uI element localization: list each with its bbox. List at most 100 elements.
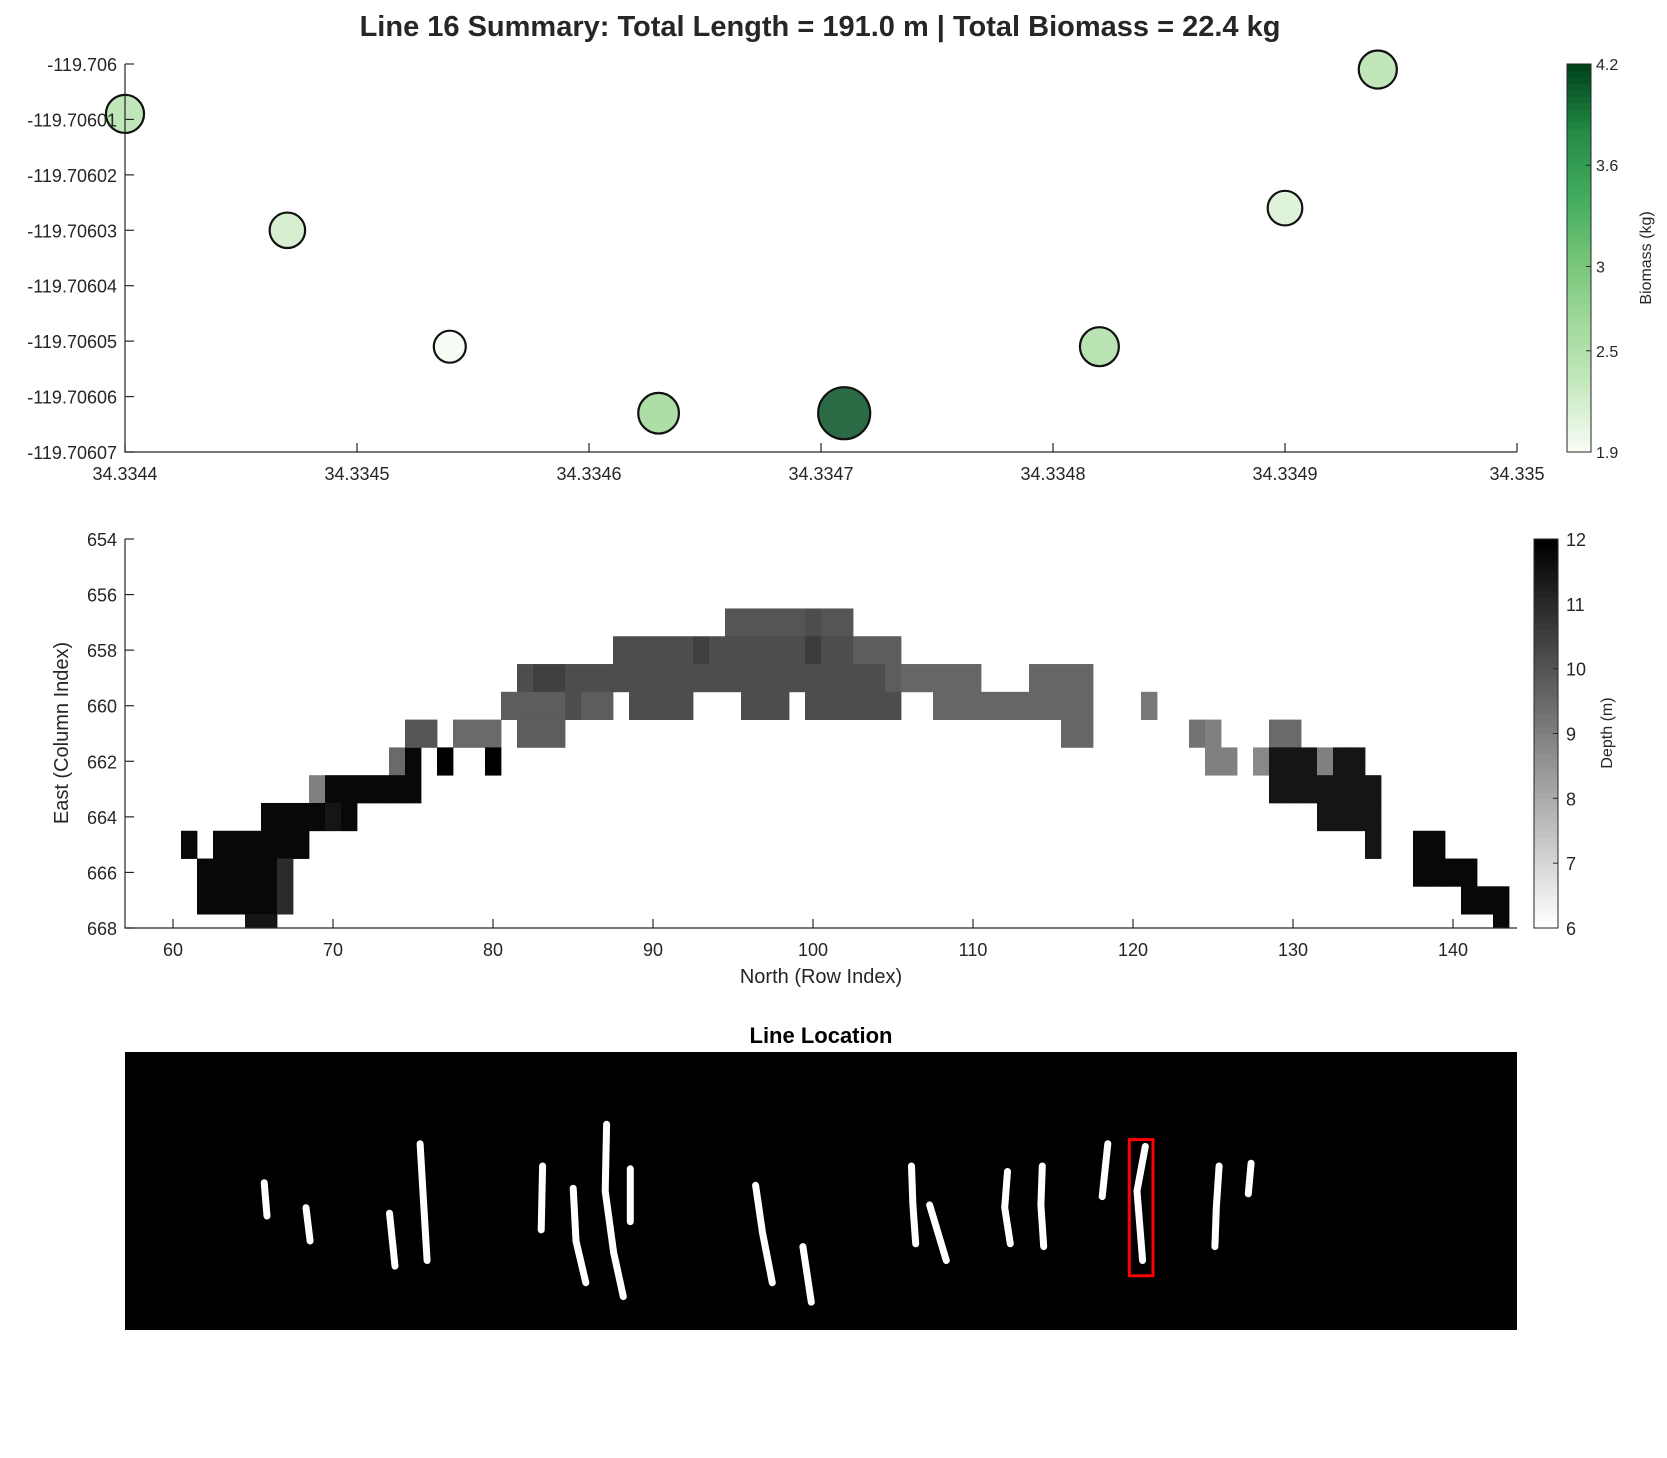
depth-cell bbox=[549, 719, 566, 748]
x-tick-label: 34.3349 bbox=[1252, 464, 1317, 484]
depth-cell bbox=[1029, 691, 1046, 721]
depth-cell bbox=[1493, 914, 1510, 929]
colorbar-segment bbox=[1567, 432, 1591, 440]
colorbar-segment bbox=[1534, 629, 1558, 637]
depth-cell bbox=[613, 664, 630, 693]
x-tick-label: 80 bbox=[483, 940, 503, 960]
depth-cell bbox=[789, 636, 806, 665]
colorbar-segment bbox=[1534, 817, 1558, 825]
depth-cell bbox=[581, 691, 598, 721]
transect-line bbox=[1098, 1140, 1112, 1201]
transect-line bbox=[1001, 1168, 1014, 1248]
depth-cell bbox=[341, 802, 358, 832]
y-tick-label: 658 bbox=[87, 641, 117, 661]
colorbar-segment bbox=[1534, 837, 1558, 845]
colorbar-label: Depth (m) bbox=[1599, 697, 1616, 768]
colorbar-segment bbox=[1534, 921, 1558, 929]
depth-cell bbox=[1061, 664, 1078, 693]
colorbar-segment bbox=[1534, 915, 1558, 923]
x-tick-label: 140 bbox=[1438, 940, 1468, 960]
transect-line bbox=[752, 1181, 776, 1287]
colorbar-segment bbox=[1534, 811, 1558, 819]
depth-cell bbox=[741, 636, 758, 665]
transect-line bbox=[569, 1184, 590, 1287]
colorbar-segment bbox=[1534, 577, 1558, 585]
colorbar-segment bbox=[1567, 445, 1591, 453]
depth-cell bbox=[1317, 775, 1334, 804]
colorbar-segment bbox=[1534, 856, 1558, 864]
depth-cell bbox=[1429, 858, 1446, 887]
x-tick-label: 90 bbox=[643, 940, 663, 960]
colorbar-segment bbox=[1567, 161, 1591, 169]
colorbar-segment bbox=[1567, 361, 1591, 369]
colorbar-segment bbox=[1567, 393, 1591, 401]
colorbar-segment bbox=[1567, 167, 1591, 175]
colorbar-segment bbox=[1567, 329, 1591, 337]
colorbar-segment bbox=[1534, 571, 1558, 579]
depth-cell bbox=[1285, 719, 1302, 748]
depth-cell bbox=[581, 664, 598, 693]
depth-cell bbox=[565, 691, 582, 721]
depth-cell bbox=[565, 664, 582, 693]
colorbar-segment bbox=[1534, 746, 1558, 754]
depth-cell bbox=[213, 830, 230, 859]
colorbar-segment bbox=[1567, 270, 1591, 278]
transect-line bbox=[386, 1209, 399, 1270]
transect-line bbox=[302, 1204, 314, 1245]
depth-cell bbox=[629, 691, 646, 721]
y-tick-label: 654 bbox=[87, 530, 117, 550]
colorbar-segment bbox=[1567, 102, 1591, 110]
selected-line-box bbox=[1127, 1138, 1155, 1278]
depth-cell bbox=[693, 664, 710, 693]
colorbar-segment bbox=[1534, 616, 1558, 624]
depth-cell bbox=[437, 747, 454, 776]
colorbar-segment bbox=[1534, 610, 1558, 618]
depth-cell bbox=[1365, 802, 1382, 832]
depth-cell bbox=[1269, 719, 1286, 748]
depth-cell bbox=[293, 802, 310, 832]
colorbar-segment bbox=[1567, 225, 1591, 233]
colorbar-segment bbox=[1534, 539, 1558, 547]
scatter-axes bbox=[124, 64, 1517, 453]
y-tick-label: 664 bbox=[87, 808, 117, 828]
colorbar-segment bbox=[1534, 688, 1558, 696]
colorbar-segment bbox=[1567, 387, 1591, 395]
colorbar-segment bbox=[1567, 406, 1591, 414]
depth-cell bbox=[261, 914, 278, 929]
transect-line bbox=[416, 1140, 431, 1264]
depth-cell bbox=[549, 691, 566, 721]
transect-line bbox=[1037, 1162, 1048, 1251]
depth-cell bbox=[1141, 691, 1158, 721]
colorbar-segment bbox=[1534, 778, 1558, 786]
colorbar-segment bbox=[1534, 584, 1558, 592]
x-tick-label: 34.3347 bbox=[788, 464, 853, 484]
y-tick-label: 660 bbox=[87, 697, 117, 717]
colorbar-segment bbox=[1567, 96, 1591, 104]
transect-line bbox=[1211, 1162, 1223, 1251]
colorbar-tick-label: 1.9 bbox=[1596, 445, 1618, 462]
depth-x-label: North (Row Index) bbox=[740, 966, 902, 988]
depth-cell bbox=[1461, 858, 1478, 887]
depth-cell bbox=[853, 691, 870, 721]
colorbar-segment bbox=[1567, 342, 1591, 350]
colorbar-segment bbox=[1567, 206, 1591, 214]
colorbar-segment bbox=[1567, 154, 1591, 162]
depth-cell bbox=[1269, 775, 1286, 804]
depth-cell bbox=[981, 691, 998, 721]
depth-y-label: East (Column Index) bbox=[51, 642, 73, 824]
x-tick-label: 34.3344 bbox=[92, 464, 157, 484]
depth-cell bbox=[629, 664, 646, 693]
depth-cell bbox=[293, 830, 310, 859]
depth-cell bbox=[245, 914, 262, 929]
depth-cell bbox=[277, 886, 294, 915]
depth-cell bbox=[677, 636, 694, 665]
depth-cell bbox=[1349, 747, 1366, 776]
colorbar-segment bbox=[1534, 558, 1558, 566]
colorbar-segment bbox=[1567, 439, 1591, 447]
depth-cell bbox=[421, 719, 438, 748]
depth-x-ticks: 60 70 80 90 100 110 120 130 140 bbox=[163, 919, 1468, 960]
colorbar-segment bbox=[1567, 70, 1591, 78]
depth-cell bbox=[1205, 719, 1222, 748]
colorbar-segment bbox=[1567, 148, 1591, 156]
x-tick-label: 34.3348 bbox=[1020, 464, 1085, 484]
